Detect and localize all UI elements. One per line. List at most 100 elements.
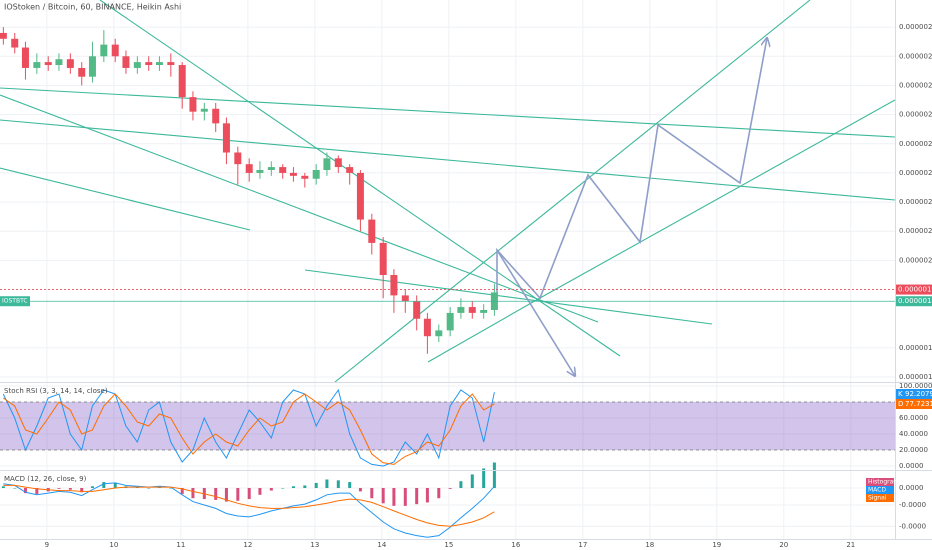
candle-body xyxy=(401,295,409,302)
stoch-band xyxy=(0,402,895,450)
x-tick-label: 18 xyxy=(645,541,654,549)
x-tick-label: 14 xyxy=(377,541,386,549)
y-tick-label: 0.00000230 xyxy=(899,169,932,177)
y-tick-label: 0.00000280 xyxy=(899,23,932,31)
x-tick-label: 13 xyxy=(310,541,319,549)
histogram-bar xyxy=(314,482,318,488)
marks: 0.00000190 0.00000186 IOSTBTC xyxy=(0,27,932,538)
pane-title: Stoch RSI (3, 3, 14, 14, close) xyxy=(4,387,108,395)
candle-body xyxy=(145,62,153,66)
projection-arrow xyxy=(496,38,767,300)
candle-body xyxy=(301,175,309,179)
histogram-bar xyxy=(448,488,452,489)
legend-box xyxy=(866,478,894,486)
candle-body xyxy=(178,65,186,98)
histogram-bar xyxy=(113,482,117,488)
pane-title: MACD (12, 26, close, 9) xyxy=(4,475,87,483)
histogram-bar xyxy=(425,488,429,503)
x-tick-label: 9 xyxy=(45,541,49,549)
histogram-bar xyxy=(258,488,262,495)
candle-body xyxy=(66,59,74,68)
candle-body xyxy=(256,170,264,173)
candle-body xyxy=(200,108,208,112)
candle-body xyxy=(289,172,297,176)
candle-body xyxy=(356,172,364,220)
candle-body xyxy=(212,108,220,124)
series-name: D xyxy=(898,400,903,408)
candle-body xyxy=(222,123,230,153)
candle-body xyxy=(368,219,376,243)
histogram-bar xyxy=(247,488,251,500)
x-tick-label: 11 xyxy=(176,541,185,549)
candle-body xyxy=(0,32,7,39)
candle-body xyxy=(55,59,63,66)
histogram-bar xyxy=(392,488,396,506)
x-tick-label: 17 xyxy=(578,541,587,549)
price-label-box xyxy=(896,284,932,295)
y-tick-label: 0.00000160 xyxy=(899,373,932,381)
symbol-label-box xyxy=(0,296,30,307)
candle-body xyxy=(267,167,275,171)
x-tick-label: 16 xyxy=(511,541,520,549)
histogram-bar xyxy=(236,488,240,501)
histogram-bar xyxy=(23,488,27,494)
y-tick-label: -0.0000 xyxy=(899,522,926,530)
candle-body xyxy=(111,44,119,57)
histogram-bar xyxy=(336,480,340,488)
histogram-bar xyxy=(224,488,228,502)
y-tick-label: 0.00000170 xyxy=(899,344,932,352)
candle-body xyxy=(122,56,130,68)
candle-body xyxy=(167,62,175,66)
y-tick-label: 0.00000210 xyxy=(899,227,932,235)
candle-body xyxy=(155,62,163,66)
candle-body xyxy=(435,330,443,337)
x-tick-label: 12 xyxy=(243,541,252,549)
y-tick-label: 20.0000 xyxy=(899,446,928,454)
candle-body xyxy=(78,67,86,77)
candle-body xyxy=(379,242,387,275)
candle-body xyxy=(100,44,108,57)
candle-body xyxy=(234,152,242,165)
candle-body xyxy=(457,307,465,313)
y-tick-label: 0.00000270 xyxy=(899,52,932,60)
legend-box xyxy=(866,494,894,502)
x-tick-label: 21 xyxy=(846,541,855,549)
indicator-line xyxy=(3,484,495,527)
value-box xyxy=(896,389,932,399)
trendline xyxy=(427,297,541,363)
histogram-bar xyxy=(1,486,5,488)
series-value: 92.2079 xyxy=(905,390,932,398)
indicator-line xyxy=(2,388,495,467)
candle-body xyxy=(346,167,354,173)
histogram-bar xyxy=(437,488,441,499)
candle-body xyxy=(334,158,342,168)
histogram-bar xyxy=(214,488,218,500)
y-tick-label: 0.00000200 xyxy=(899,256,932,264)
y-tick-label: 40.0000 xyxy=(899,430,928,438)
series-value: 77.7231 xyxy=(905,400,932,408)
trendline xyxy=(0,87,895,138)
histogram-bar xyxy=(291,486,295,488)
y-tick-label: 0.00000250 xyxy=(899,111,932,119)
histogram-bar xyxy=(180,488,184,494)
histogram-bar xyxy=(90,486,94,488)
histogram-bar xyxy=(381,488,385,504)
x-tick-label: 10 xyxy=(109,541,118,549)
candle-body xyxy=(11,38,19,48)
histogram-bar xyxy=(191,488,195,499)
histogram-bar xyxy=(482,468,486,488)
histogram-bar xyxy=(269,488,273,491)
trendline xyxy=(539,99,895,299)
candle-body xyxy=(312,170,320,179)
legend-box xyxy=(866,486,894,494)
histogram-bar xyxy=(459,481,463,488)
candle-body xyxy=(133,62,141,68)
trendline xyxy=(0,167,251,231)
y-tick-label: 0.00000220 xyxy=(899,198,932,206)
candle-body xyxy=(468,307,476,313)
candle-body xyxy=(390,274,398,296)
price-label: 0.00000186 xyxy=(898,297,932,305)
histogram-bar xyxy=(303,485,307,488)
histogram-bar xyxy=(415,488,419,505)
candle-body xyxy=(33,62,41,68)
